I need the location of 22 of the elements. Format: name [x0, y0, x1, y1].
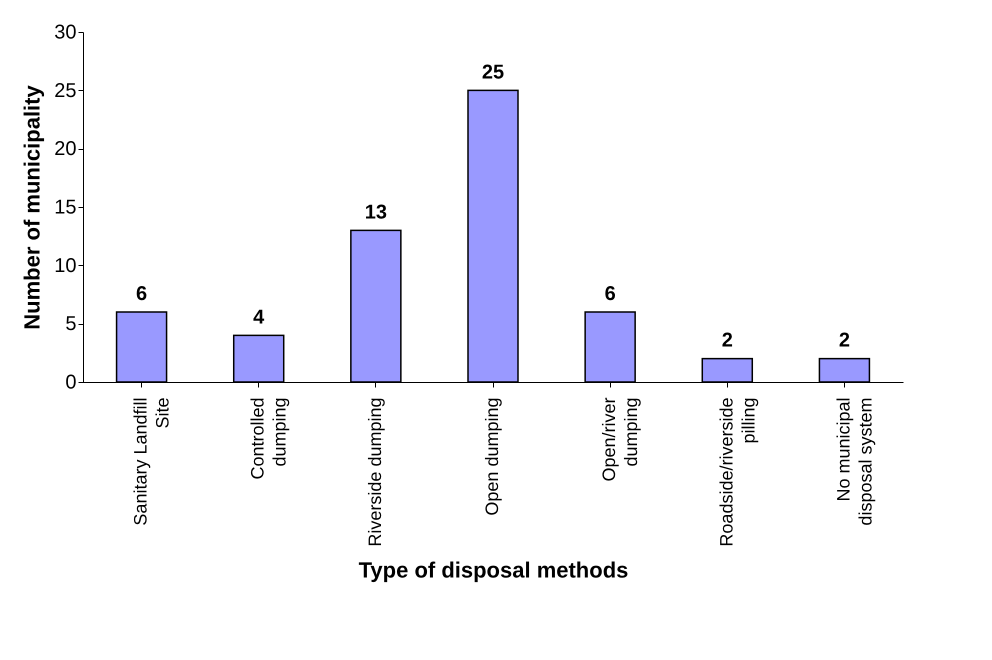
x-tick-label: Open/river dumping	[599, 398, 642, 482]
data-label: 4	[253, 306, 266, 328]
y-tick-label: 20	[54, 138, 76, 160]
data-label: 2	[838, 330, 850, 352]
y-tick-label: 0	[65, 372, 76, 394]
x-tick-label: Open dumping	[482, 398, 502, 516]
y-tick-label: 30	[54, 22, 76, 44]
x-tick-label: Roadside/riverside pilling	[716, 398, 758, 547]
y-axis-title: Number of municipality	[19, 84, 44, 330]
data-label: 25	[482, 61, 504, 84]
y-tick-label: 5	[65, 313, 76, 336]
data-label: 13	[364, 201, 387, 224]
y-tick-label: 10	[54, 254, 76, 277]
x-tick-label: Controlled dumping	[248, 398, 290, 480]
x-tick-label: Sanitary Landfill Site	[130, 398, 173, 526]
data-label: 6	[136, 283, 148, 305]
y-tick-label: 25	[54, 80, 76, 102]
x-tick-label: Riverside dumping	[364, 398, 385, 547]
x-axis-title: Type of disposal methods	[358, 558, 628, 583]
y-tick-label: 15	[54, 196, 76, 218]
data-label: 6	[604, 283, 616, 305]
data-label: 2	[722, 330, 733, 352]
